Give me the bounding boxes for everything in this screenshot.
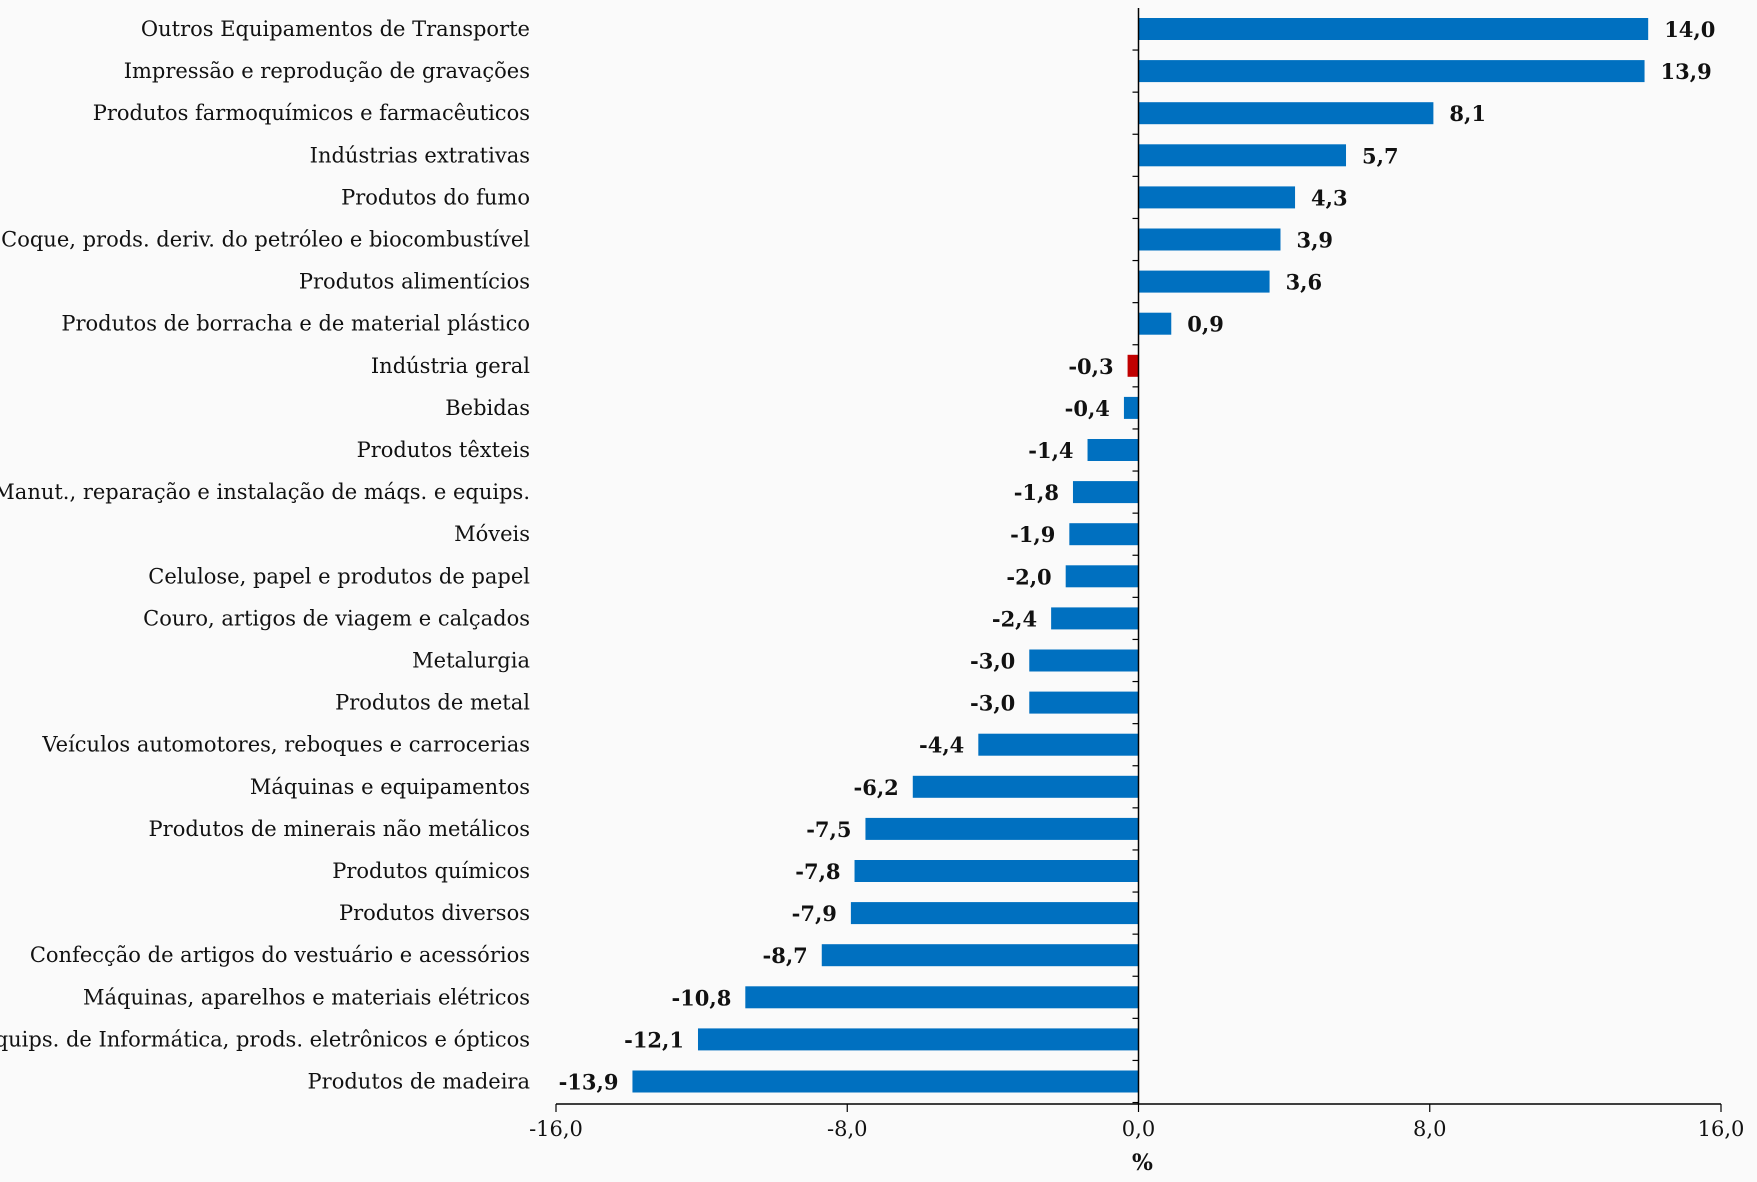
data-label: -3,0 [970, 649, 1015, 674]
category-label: Manut., reparação e instalação de máqs. … [0, 480, 530, 504]
x-tick-label: 8,0 [1413, 1117, 1446, 1141]
data-label: 8,1 [1449, 101, 1486, 126]
bar [1087, 439, 1139, 461]
bar [1138, 270, 1270, 293]
category-label: Indústria geral [371, 354, 530, 378]
data-label: 14,0 [1664, 17, 1715, 42]
bar [1072, 481, 1139, 504]
data-label: -1,4 [1028, 438, 1073, 463]
bar [854, 860, 1139, 882]
data-label: 3,9 [1296, 228, 1333, 253]
category-label: Máquinas e equipamentos [250, 775, 530, 799]
bar [978, 733, 1139, 756]
labels-layer: -16,0 -8,0 0,0 8,0 16,0 Outros Equipamentos d… [0, 17, 1744, 1141]
bar [1138, 60, 1645, 83]
data-label: -0,4 [1065, 396, 1110, 421]
data-label: 4,3 [1311, 185, 1348, 210]
x-tick-label: -16,0 [529, 1117, 583, 1141]
category-label: Máquinas, aparelhos e materiais elétrico… [83, 985, 530, 1009]
data-label: -2,0 [1006, 564, 1051, 589]
x-axis-title: % [1132, 1150, 1153, 1176]
category-label: Equips. de Informática, prods. eletrônic… [0, 1027, 530, 1051]
data-label: -13,9 [559, 1070, 619, 1095]
data-label: -8,7 [763, 943, 808, 968]
data-label: -3,0 [970, 691, 1015, 716]
category-label: Impressão e reprodução de gravações [124, 59, 530, 83]
bars-layer [632, 18, 1649, 1093]
category-label: Produtos do fumo [341, 185, 530, 209]
category-label: Produtos químicos [332, 859, 530, 883]
bar [850, 902, 1139, 925]
data-label: 5,7 [1362, 143, 1399, 168]
category-label: Produtos de minerais não metálicos [149, 817, 530, 841]
category-label: Móveis [454, 522, 530, 546]
x-tick-label: 16,0 [1698, 1117, 1745, 1141]
axis-layer [555, 8, 1722, 1112]
data-label: -12,1 [624, 1027, 684, 1052]
bar [865, 817, 1139, 840]
bar [1029, 649, 1139, 672]
bar [1138, 312, 1172, 335]
bar [1065, 565, 1139, 588]
data-label: -7,8 [795, 859, 840, 884]
bar [1123, 396, 1139, 419]
category-label: Produtos têxteis [357, 438, 530, 462]
category-label: Couro, artigos de viagem e calçados [143, 606, 530, 630]
bar [1138, 228, 1281, 251]
bar [912, 775, 1139, 798]
bar [1138, 18, 1649, 40]
category-label: Outros Equipamentos de Transporte [141, 17, 530, 41]
bar [1051, 607, 1139, 630]
category-label: Produtos de madeira [308, 1070, 530, 1094]
category-label: Produtos farmoquímicos e farmacêuticos [93, 101, 530, 125]
data-label: -2,4 [992, 606, 1037, 631]
data-label: -4,4 [919, 733, 964, 758]
category-label: Confecção de artigos do vestuário e aces… [30, 943, 530, 967]
category-label: Coque, prods. deriv. do petróleo e bioco… [1, 228, 530, 252]
bar [1138, 102, 1434, 125]
data-label: -0,3 [1068, 354, 1113, 379]
data-label: -7,9 [792, 901, 837, 926]
data-label: -6,2 [854, 775, 899, 800]
bar [697, 1028, 1139, 1051]
bar [1029, 691, 1139, 714]
x-tick-label: 0,0 [1122, 1117, 1155, 1141]
category-label: Veículos automotores, reboques e carroce… [41, 733, 530, 757]
data-label: 13,9 [1661, 59, 1712, 84]
category-label: Celulose, papel e produtos de papel [148, 564, 530, 588]
category-label: Bebidas [445, 396, 530, 420]
category-label: Produtos diversos [339, 901, 530, 925]
bar [1069, 523, 1139, 546]
category-label: Produtos de borracha e de material plást… [61, 312, 530, 336]
data-label: -7,5 [806, 817, 851, 842]
data-label: 3,6 [1286, 270, 1323, 295]
category-label: Indústrias extrativas [310, 143, 530, 167]
data-label: -10,8 [671, 985, 731, 1010]
bar [1138, 186, 1296, 209]
bar [745, 986, 1139, 1009]
data-label: -1,9 [1010, 522, 1055, 547]
bar [1138, 144, 1347, 167]
x-tick-label: -8,0 [827, 1117, 868, 1141]
bar [632, 1070, 1139, 1093]
data-label: -1,8 [1014, 480, 1059, 505]
category-label: Produtos de metal [335, 691, 530, 715]
category-label: Metalurgia [412, 649, 530, 673]
category-label: Produtos alimentícios [299, 270, 530, 294]
bar [1127, 354, 1139, 377]
data-label: 0,9 [1187, 312, 1224, 337]
bar [821, 944, 1139, 967]
